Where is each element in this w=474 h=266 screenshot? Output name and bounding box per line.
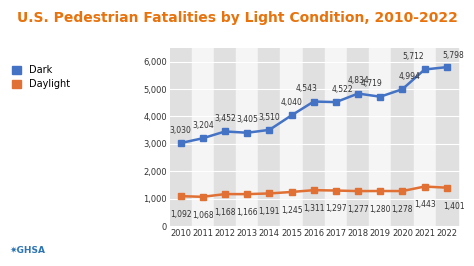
Bar bbox=[392, 48, 413, 226]
Text: 1,191: 1,191 bbox=[259, 207, 280, 216]
Text: 4,040: 4,040 bbox=[281, 98, 302, 107]
Bar bbox=[236, 48, 258, 226]
Bar bbox=[347, 48, 369, 226]
Text: 1,166: 1,166 bbox=[237, 208, 258, 217]
Bar bbox=[436, 48, 458, 226]
Text: 3,405: 3,405 bbox=[236, 115, 258, 124]
Text: 1,278: 1,278 bbox=[392, 205, 413, 214]
Text: 1,245: 1,245 bbox=[281, 206, 302, 215]
Text: 1,280: 1,280 bbox=[370, 205, 391, 214]
Text: 3,204: 3,204 bbox=[192, 121, 214, 130]
Legend: Dark, Daylight: Dark, Daylight bbox=[9, 63, 72, 91]
Text: 4,994: 4,994 bbox=[399, 72, 420, 81]
Text: 1,092: 1,092 bbox=[170, 210, 191, 219]
Text: 3,030: 3,030 bbox=[170, 126, 191, 135]
Bar bbox=[192, 48, 214, 226]
Text: 1,068: 1,068 bbox=[192, 211, 214, 220]
Bar bbox=[302, 48, 325, 226]
Text: 3,452: 3,452 bbox=[214, 114, 236, 123]
Bar bbox=[325, 48, 347, 226]
Text: 1,297: 1,297 bbox=[325, 205, 346, 213]
Text: 1,168: 1,168 bbox=[214, 208, 236, 217]
Text: 4,522: 4,522 bbox=[332, 85, 354, 94]
Text: 3,510: 3,510 bbox=[258, 113, 280, 122]
Bar bbox=[413, 48, 436, 226]
Text: 1,311: 1,311 bbox=[303, 204, 325, 213]
Text: ✷GHSA: ✷GHSA bbox=[9, 246, 46, 255]
Text: 1,443: 1,443 bbox=[414, 200, 436, 209]
Text: 1,277: 1,277 bbox=[347, 205, 369, 214]
Bar bbox=[214, 48, 236, 226]
Text: 4,834: 4,834 bbox=[347, 76, 369, 85]
Bar bbox=[258, 48, 281, 226]
Bar bbox=[170, 48, 192, 226]
Text: 4,543: 4,543 bbox=[296, 84, 318, 93]
Text: 5,798: 5,798 bbox=[443, 51, 465, 60]
Bar bbox=[369, 48, 392, 226]
Text: 1,401: 1,401 bbox=[443, 202, 465, 211]
Bar bbox=[281, 48, 302, 226]
Text: 4,719: 4,719 bbox=[361, 79, 383, 88]
Text: 5,712: 5,712 bbox=[403, 52, 424, 61]
Text: U.S. Pedestrian Fatalities by Light Condition, 2010-2022: U.S. Pedestrian Fatalities by Light Cond… bbox=[17, 11, 457, 25]
